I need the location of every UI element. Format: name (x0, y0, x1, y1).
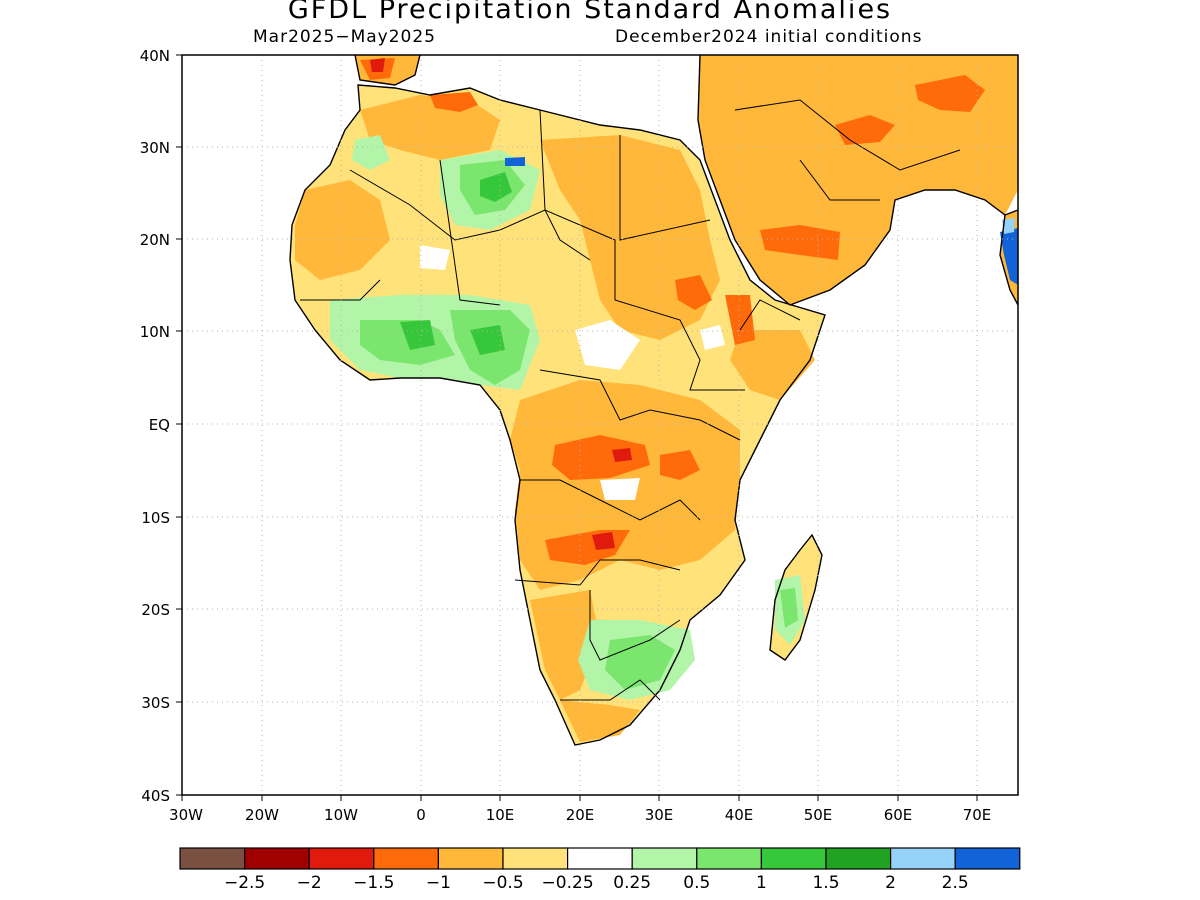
colorbar-swatch (244, 847, 310, 870)
colorbar-swatch (631, 847, 698, 870)
country-borders (300, 99, 961, 701)
lon-label: 30E (645, 806, 674, 824)
very-dry-patches (370, 58, 632, 550)
lon-label: 20E (566, 806, 595, 824)
lat-ticks (176, 54, 182, 796)
lat-label: EQ (149, 416, 170, 434)
colorbar-swatch (437, 847, 504, 870)
lon-labels: 30W 20W 10W 0 10E 20E 30E 40E 50E 60E 70… (169, 806, 991, 824)
land-layer (289, 55, 1018, 746)
lon-label: 50E (804, 806, 833, 824)
lat-label: 20S (141, 601, 170, 619)
forecast-period: Mar2025−May2025 (253, 27, 436, 47)
map-title: GFDL Precipitation Standard Anomalies (287, 0, 893, 25)
lon-label: 10E (486, 806, 515, 824)
colorbar-swatch (308, 847, 375, 870)
colorbar-swatch (825, 847, 892, 870)
strong-dry-patches (360, 58, 985, 565)
colorbar-swatch (954, 847, 1021, 870)
lat-label: 10S (141, 509, 170, 527)
lon-label: 20W (245, 806, 279, 824)
colorbar-swatch (373, 847, 439, 870)
colorbar-swatch (696, 847, 762, 870)
lon-label: 0 (416, 806, 426, 824)
wet-strong-patches (400, 172, 512, 355)
lon-label: 60E (884, 806, 913, 824)
lat-label: 10N (140, 323, 170, 341)
lon-label: 10W (324, 806, 358, 824)
colorbar-swatch (566, 847, 633, 870)
colorbar (179, 847, 1021, 870)
lat-label: 40S (141, 787, 170, 805)
colorbar-swatch (179, 847, 246, 870)
lon-label: 70E (963, 806, 992, 824)
lon-label: 30W (169, 806, 203, 824)
colorbar-swatch (889, 847, 956, 870)
lat-label: 20N (140, 231, 170, 249)
colorbar-swatch (502, 847, 569, 870)
lon-ticks (181, 795, 978, 801)
gridlines (182, 55, 1018, 795)
lat-label: 30N (140, 139, 170, 157)
lat-label: 30S (141, 694, 170, 712)
near-normal-patches (420, 245, 725, 500)
initial-conditions: December2024 initial conditions (615, 27, 923, 47)
coastlines (289, 55, 1018, 746)
wet-very-strong-patches (1002, 218, 1015, 234)
lat-labels: 40N 30N 20N 10N EQ 10S 20S 30S 40S (140, 47, 170, 805)
lon-label: 40E (725, 806, 754, 824)
wet-extreme-patches (505, 157, 1018, 285)
lat-label: 40N (140, 47, 170, 65)
plot-frame (181, 54, 1019, 796)
colorbar-swatch (760, 847, 827, 870)
